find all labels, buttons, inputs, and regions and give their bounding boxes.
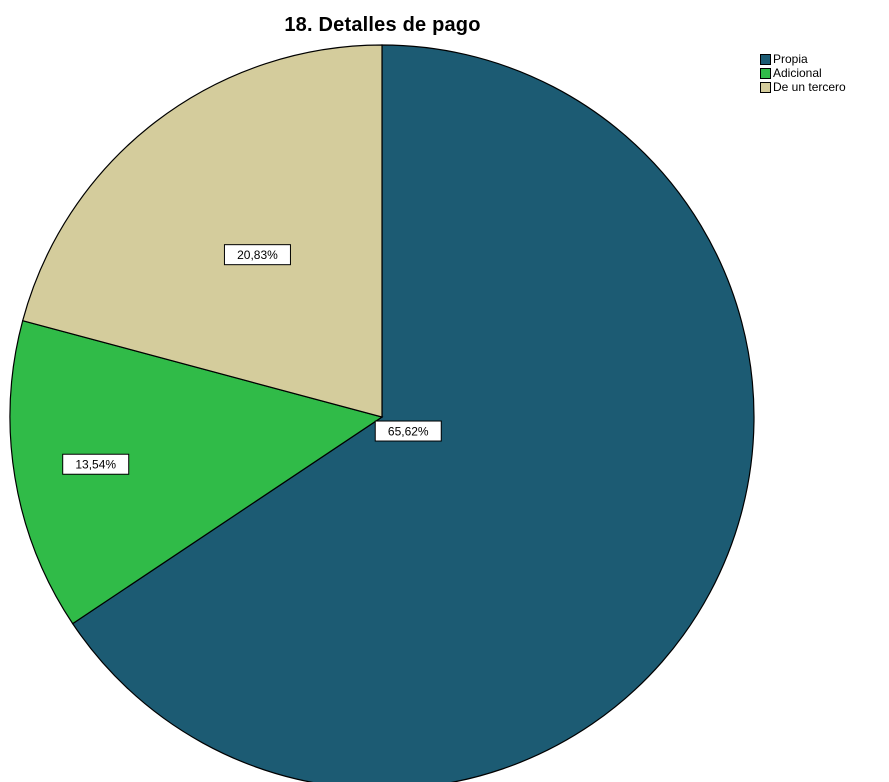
legend-item-de-un-tercero: De un tercero (760, 80, 846, 94)
slice-value-label: 20,83% (237, 248, 278, 262)
legend-label-adicional: Adicional (773, 66, 822, 80)
slice-label-de-un-tercero: 20,83% (223, 244, 291, 266)
legend-label-de-un-tercero: De un tercero (773, 80, 846, 94)
slice-label-adicional: 13,54% (62, 453, 130, 475)
legend-swatch-propia (760, 53, 771, 65)
pie-chart: 65,62% 13,54% 20,83% (9, 44, 755, 782)
legend-item-adicional: Adicional (760, 66, 846, 80)
legend-item-propia: Propia (760, 52, 846, 66)
slice-value-label: 65,62% (388, 425, 429, 439)
pie-slice-adicional (9, 319, 384, 625)
pie-slice-propia (71, 44, 755, 782)
chart-title: 18. Detalles de pago (284, 14, 481, 36)
pie-value-labels: 65,62% 13,54% 20,83% (62, 244, 442, 475)
slice-value-label: 13,54% (75, 458, 116, 472)
slice-label-propia: 65,62% (374, 420, 442, 442)
legend-swatch-adicional (760, 67, 771, 79)
slice-label-box (374, 420, 442, 442)
pie-slices (9, 44, 755, 782)
pie-slice-de-un-tercero (21, 44, 383, 418)
legend-swatch-de-un-tercero (760, 81, 771, 93)
chart-legend: Propia Adicional De un tercero (760, 52, 846, 94)
legend-label-propia: Propia (773, 52, 808, 66)
slice-label-box (223, 244, 291, 266)
slice-label-box (62, 453, 130, 475)
